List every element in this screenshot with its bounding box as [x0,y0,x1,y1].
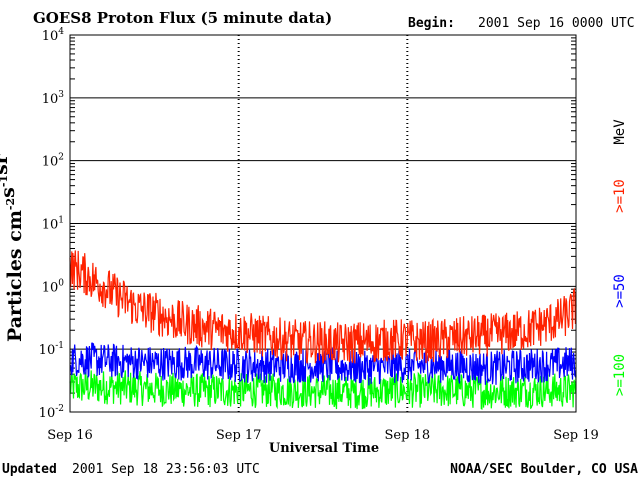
x-tick-labels: Sep 16 Sep 17 Sep 18 Sep 19 [47,428,599,443]
x-axis-title: Universal Time [269,441,379,456]
series-line [69,342,577,386]
y-tick-label: 101 [42,216,64,233]
y-tick-label: 104 [42,27,65,44]
y-tick-label: 102 [42,153,64,170]
y-tick-labels: 10-2 10-1 100 101 102 103 104 [39,27,65,421]
y-tick-label: 10-2 [39,404,64,421]
legend: MeV >=10 >=50 >=100 [612,119,628,396]
x-tick-label: Sep 17 [216,428,262,443]
begin-value: 2001 Sep 16 0000 UTC [478,16,635,31]
y-tick-label: 103 [42,90,65,107]
y-tick-label: 100 [42,278,65,295]
source-credit: NOAA/SEC Boulder, CO USA [450,462,638,477]
chart-title: GOES8 Proton Flux (5 minute data) [33,9,332,27]
legend-label: MeV [612,119,628,145]
y-axis-title: Particles cm-2s-1sr-1 [0,142,26,342]
x-tick-label: Sep 16 [47,428,93,443]
data-series [69,250,577,410]
plot-frame [69,34,577,413]
series-line [69,369,577,410]
x-tick-label: Sep 18 [385,428,431,443]
legend-label: >=50 [612,274,628,308]
x-tick-label: Sep 19 [553,428,599,443]
updated-label: Updated [2,462,57,477]
legend-label: >=100 [612,354,628,396]
begin-label: Begin: [408,16,455,31]
series-line [69,250,577,364]
legend-label: >=10 [612,179,628,213]
y-tick-label: 10-1 [39,341,64,358]
updated-value: 2001 Sep 18 23:56:03 UTC [72,462,260,477]
